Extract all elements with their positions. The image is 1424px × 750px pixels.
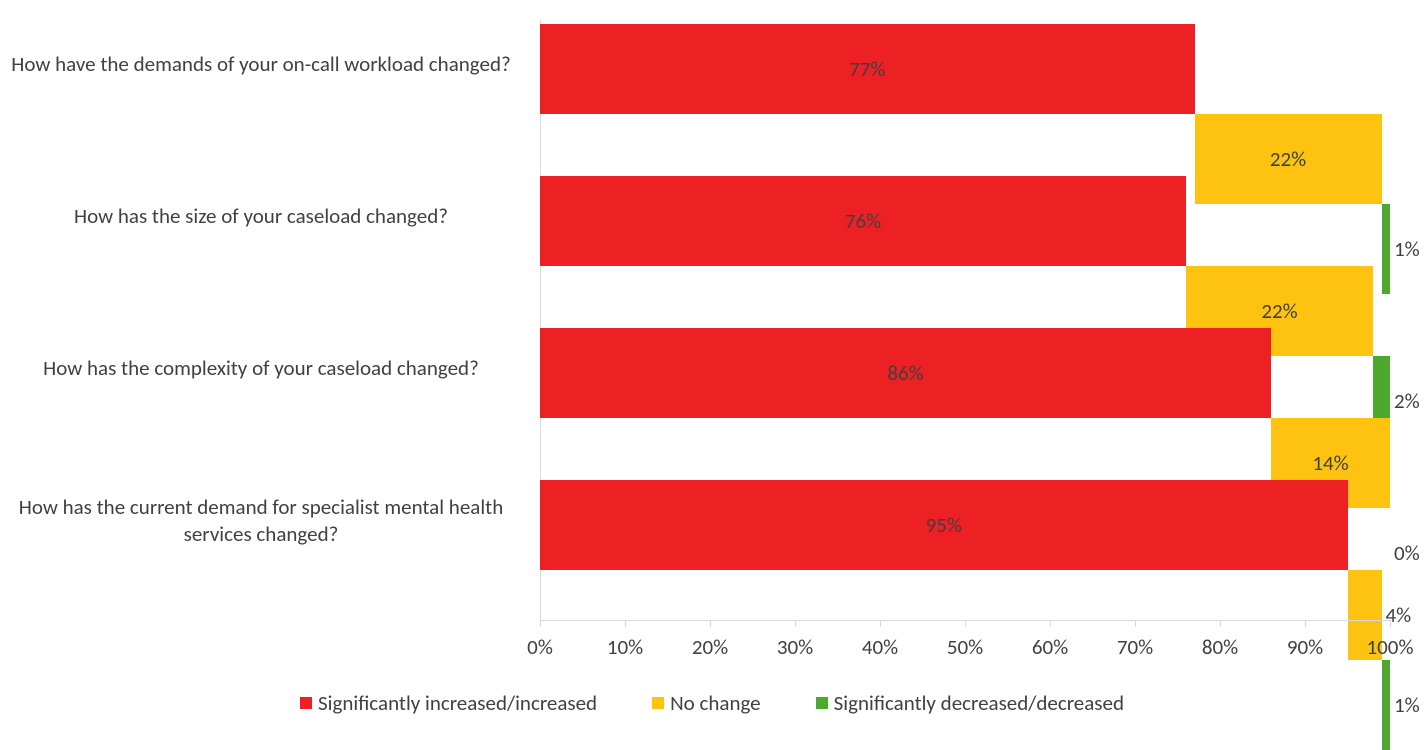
question-label: How have the demands of your on-call wor… (0, 51, 540, 78)
legend-item: Significantly increased/increased (300, 690, 597, 716)
stacked-bar-chart: How have the demands of your on-call wor… (0, 0, 1424, 724)
x-tick-mark (710, 620, 711, 627)
x-tick-mark (1390, 620, 1391, 627)
bar-value-label: 1% (1390, 236, 1420, 262)
x-tick-mark (1305, 620, 1306, 627)
x-tick-label: 10% (607, 634, 643, 660)
x-tick-label: 0% (527, 634, 553, 660)
x-tick-mark (1135, 620, 1136, 627)
x-tick-label: 60% (1032, 634, 1068, 660)
x-tick-mark (1050, 620, 1051, 627)
x-tick-mark (965, 620, 966, 627)
x-tick-mark (795, 620, 796, 627)
legend-swatch (816, 697, 828, 709)
x-axis: 0%10%20%30%40%50%60%70%80%90%100% (540, 0, 1390, 724)
x-tick-label: 70% (1117, 634, 1153, 660)
question-label: How has the size of your caseload change… (0, 203, 540, 230)
legend-swatch (652, 697, 664, 709)
x-tick-label: 90% (1287, 634, 1323, 660)
x-tick-label: 40% (862, 634, 898, 660)
x-tick-mark (540, 620, 541, 627)
legend-swatch (300, 697, 312, 709)
x-tick-label: 100% (1367, 634, 1414, 660)
legend-label: Significantly increased/increased (318, 690, 597, 716)
x-tick-mark (625, 620, 626, 627)
question-label: How has the complexity of your caseload … (0, 355, 540, 382)
x-tick-label: 30% (777, 634, 813, 660)
x-tick-mark (880, 620, 881, 627)
x-tick-mark (1220, 620, 1221, 627)
x-tick-label: 50% (947, 634, 983, 660)
question-label: How has the current demand for specialis… (0, 494, 540, 549)
bar-value-label: 2% (1390, 388, 1420, 414)
legend-label: Significantly decreased/decreased (834, 690, 1124, 716)
x-tick-label: 20% (692, 634, 728, 660)
legend: Significantly increased/increased No chan… (0, 690, 1424, 716)
x-tick-label: 80% (1202, 634, 1238, 660)
legend-label: No change (670, 690, 761, 716)
legend-item: No change (652, 690, 761, 716)
legend-item: Significantly decreased/decreased (816, 690, 1124, 716)
bar-value-label: 0% (1390, 540, 1420, 566)
